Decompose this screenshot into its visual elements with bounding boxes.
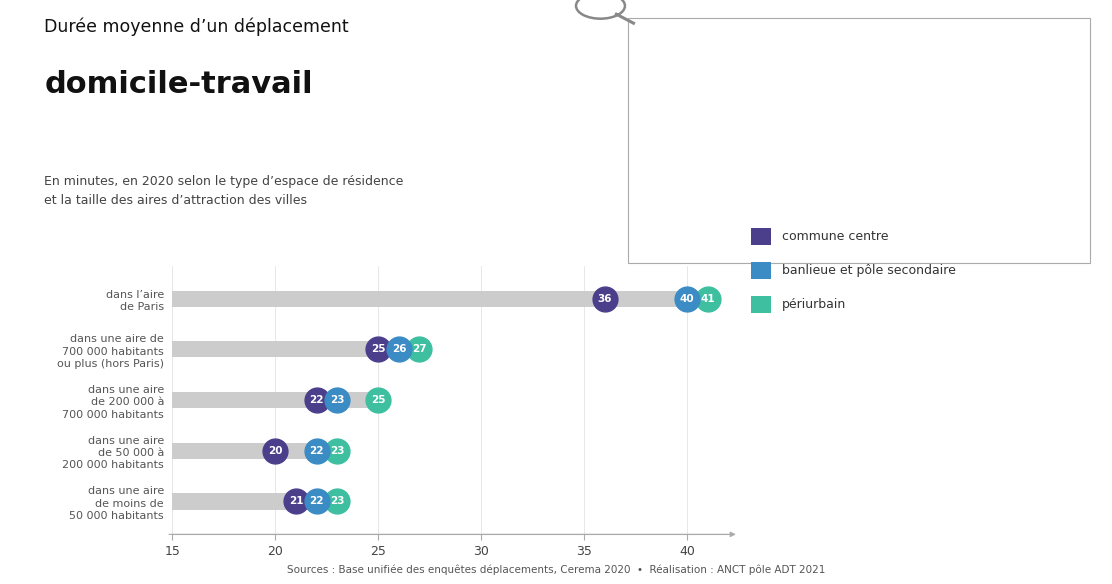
Bar: [172, 443, 337, 459]
Text: 26: 26: [391, 345, 406, 354]
Bar: [172, 341, 419, 357]
Text: 41: 41: [701, 294, 715, 304]
Point: [287, 497, 305, 506]
Text: 40: 40: [679, 294, 695, 304]
Text: dans la journée, on a retenu la durée moyenne de ces déplacements.: dans la journée, on a retenu la durée mo…: [638, 141, 979, 152]
Text: les couronnes des aires d’attraction des villes.: les couronnes des aires d’attraction des…: [638, 186, 865, 196]
Point: [369, 395, 387, 405]
Text: regroupant 63 % de la population  française.: regroupant 63 % de la population françai…: [638, 231, 856, 241]
Text: 23: 23: [330, 496, 345, 506]
Text: 23: 23: [330, 395, 345, 405]
Point: [267, 446, 285, 456]
Point: [369, 345, 387, 354]
Text: périurbain: périurbain: [782, 298, 846, 311]
Text: Durée moyenne d’un déplacement: Durée moyenne d’un déplacement: [44, 18, 349, 36]
Text: Les moyennes ne sont représentatives que des territoires enquêtés,: Les moyennes ne sont représentatives que…: [638, 208, 973, 218]
Text: 22: 22: [309, 395, 324, 405]
Text: 25: 25: [371, 395, 386, 405]
Bar: [172, 291, 707, 307]
Text: Pour les personnes ayant effectué plus d’un déplacement domicile-travail: Pour les personnes ayant effectué plus d…: [638, 119, 1000, 130]
Text: plus de 2 heures et hors déplacements à destination d’une « tournée: plus de 2 heures et hors déplacements à …: [638, 75, 977, 85]
Text: professionnelle ».: professionnelle ».: [638, 97, 725, 107]
Text: banlieue et pôle secondaire: banlieue et pôle secondaire: [782, 264, 955, 277]
Text: Sources : Base unifiée des enquêtes déplacements, Cerema 2020  •  Réalisation : : Sources : Base unifiée des enquêtes dépl…: [287, 565, 825, 575]
Point: [596, 294, 614, 303]
Text: 27: 27: [413, 345, 427, 354]
Text: Déplacement domicile-travail :  déplacement effectué entre le domicile et: Déplacement domicile-travail : déplaceme…: [638, 30, 1046, 40]
Point: [308, 395, 326, 405]
Point: [698, 294, 716, 303]
Text: domicile-travail: domicile-travail: [44, 70, 314, 99]
Text: le travail un jour de semaine (du lundi au vendredi), hors déplacements de: le travail un jour de semaine (du lundi …: [638, 53, 1005, 63]
Point: [328, 395, 346, 405]
Text: 22: 22: [309, 446, 324, 456]
Point: [308, 497, 326, 506]
Point: [678, 294, 696, 303]
Point: [390, 345, 408, 354]
Text: Les communes définies comme « périurbaines » sont celles qui composent: Les communes définies comme « périurbain…: [638, 164, 1006, 174]
Point: [410, 345, 428, 354]
Text: En minutes, en 2020 selon le type d’espace de résidence
et la taille des aires d: En minutes, en 2020 selon le type d’espa…: [44, 175, 404, 207]
Text: commune centre: commune centre: [782, 230, 888, 243]
Text: 23: 23: [330, 446, 345, 456]
Text: 21: 21: [289, 496, 304, 506]
Point: [308, 446, 326, 456]
Text: 20: 20: [268, 446, 282, 456]
Text: 25: 25: [371, 345, 386, 354]
Point: [328, 446, 346, 456]
Point: [328, 497, 346, 506]
Bar: [172, 392, 378, 408]
Bar: [172, 493, 337, 509]
Text: 22: 22: [309, 496, 324, 506]
Text: 36: 36: [597, 294, 612, 304]
